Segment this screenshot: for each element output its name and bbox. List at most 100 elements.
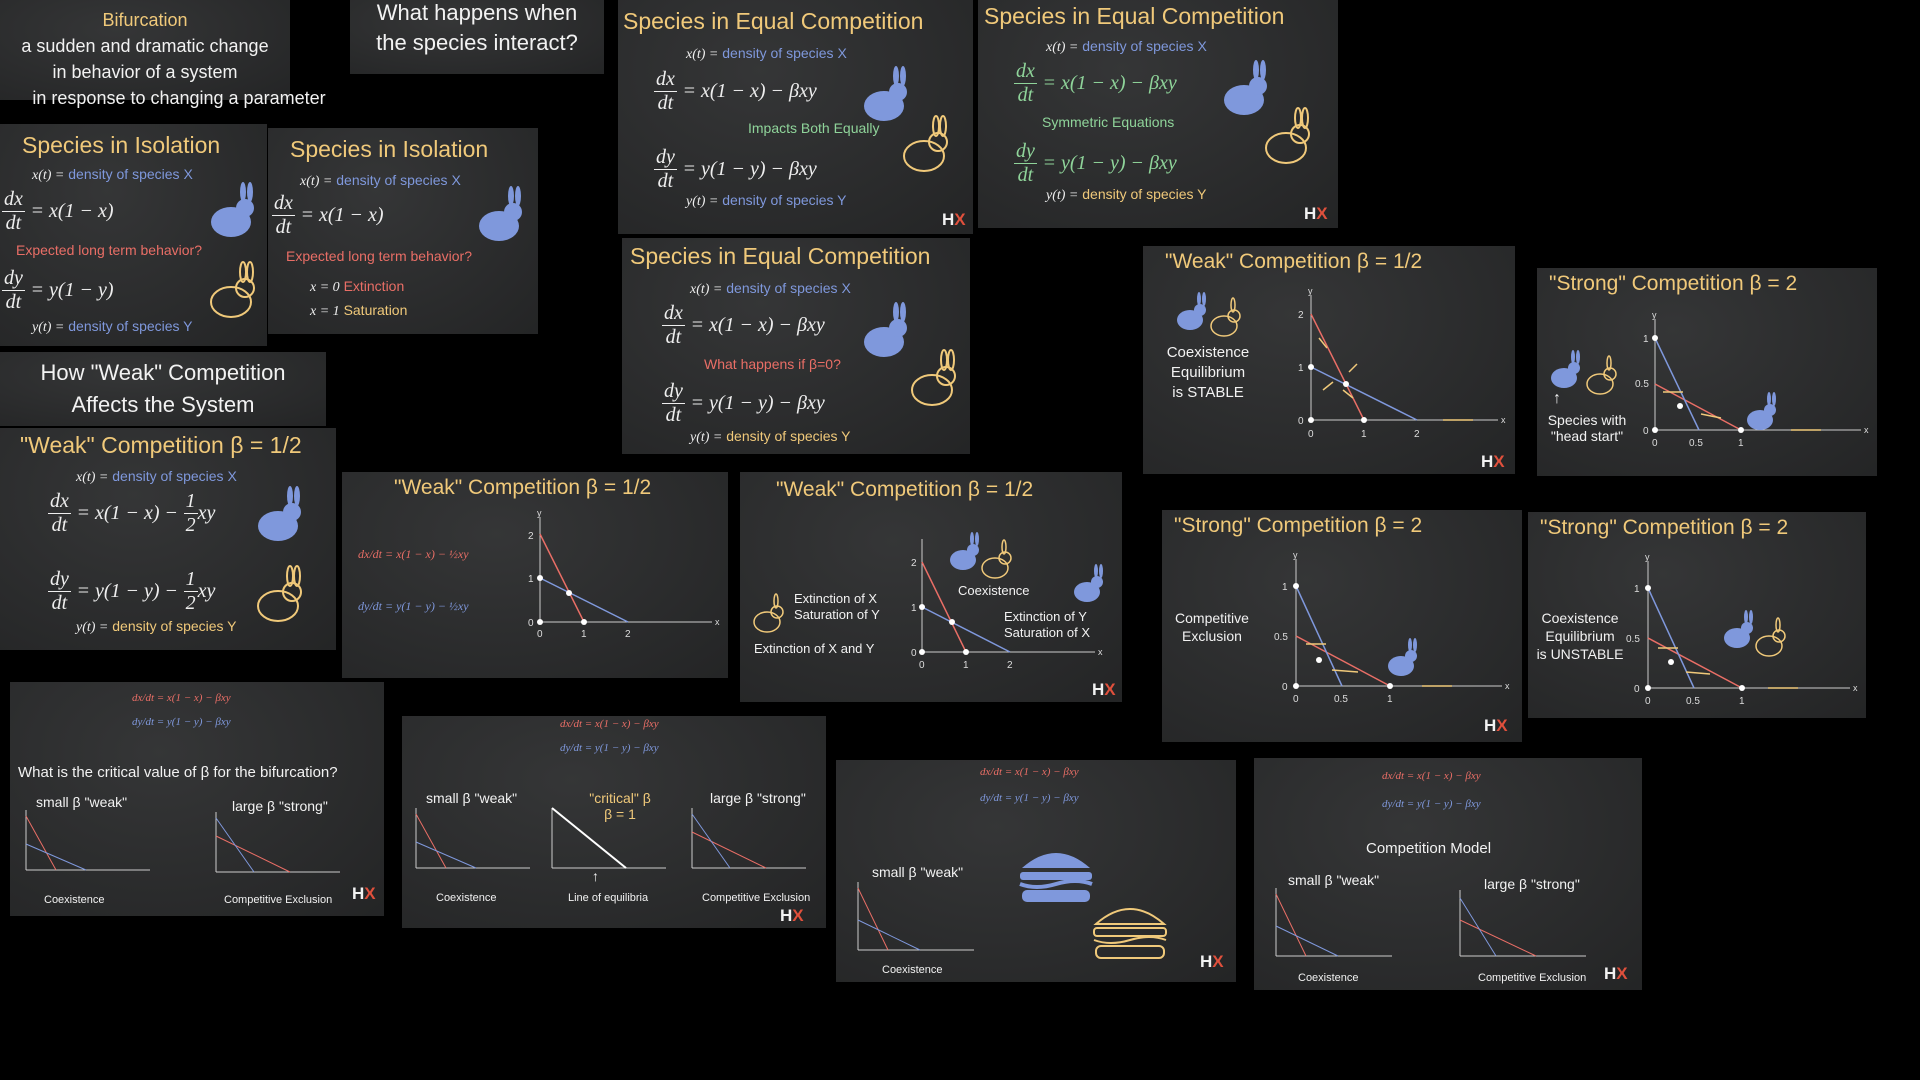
tick-label: 2 xyxy=(528,531,534,542)
hx-logo: HX xyxy=(1092,680,1116,699)
dx: dx xyxy=(2,188,25,212)
burger-yellow-icon xyxy=(1093,908,1167,959)
svg-text:2: 2 xyxy=(1298,310,1304,321)
density-y-prefix: y(t) = xyxy=(32,320,65,335)
stable-line: Equilibrium xyxy=(1170,364,1246,381)
definition-line: a sudden and dramatic change xyxy=(21,36,269,56)
region-label: Extinction of X and Y xyxy=(754,641,875,656)
equation-rhs: = y(1 − y) xyxy=(30,278,114,301)
stable-line: Coexistence xyxy=(1166,344,1250,361)
definition-line: in behavior of a system xyxy=(52,62,238,82)
mini-plot-strong xyxy=(691,808,806,869)
density-x-prefix: x(t) = xyxy=(300,174,333,189)
equation-x: dx dt = x(1 − x) − βxy xyxy=(654,68,817,115)
mini-plot-weak xyxy=(857,882,974,951)
dt: dt xyxy=(51,592,68,614)
yellow-rabbit-icon xyxy=(1755,617,1786,657)
slide-weak-stable: "Weak" Competition β = 1/2 Coexistence E… xyxy=(1143,246,1515,474)
heading-line: How "Weak" Competition xyxy=(40,360,286,385)
tick-label: 2 xyxy=(625,629,631,640)
phase-plot: 2 1 0 0 1 2 x xyxy=(911,539,1103,671)
yellow-rabbit-icon xyxy=(257,565,302,622)
equation-rhs: = x(1 − x) xyxy=(30,199,114,222)
headstart-line: Species with xyxy=(1547,412,1627,428)
slide-strong-unstable: "Strong" Competition β = 2 Coexistence E… xyxy=(1528,512,1866,718)
slide-isolation-2: Species in Isolation x(t) = density of s… xyxy=(268,128,538,334)
small-equation-y: dy/dt = y(1 − y) − βxy xyxy=(132,716,231,728)
small-equation-y: dy/dt = y(1 − y) − βxy xyxy=(1382,798,1481,810)
density-x-label: density of species X xyxy=(336,172,461,188)
x0: x = 0 xyxy=(310,280,340,295)
headstart-line: "head start" xyxy=(1550,428,1624,444)
svg-text:x: x xyxy=(1853,683,1858,693)
region-label: Saturation of Y xyxy=(794,607,880,622)
dt: dt xyxy=(657,92,674,114)
svg-text:1: 1 xyxy=(1738,438,1744,449)
dy: dy xyxy=(654,146,677,170)
density-y-label: density of species Y xyxy=(1082,186,1207,202)
dt: dt xyxy=(665,326,682,348)
slide-title: "Strong" Competition β = 2 xyxy=(1174,514,1423,537)
small-equation-y: dy/dt = y(1 − y) − βxy xyxy=(560,742,659,754)
impacts-label: Impacts Both Equally xyxy=(748,120,880,136)
slide-question: What happens when the species interact? xyxy=(350,0,604,74)
density-y: y(t) = density of species Y xyxy=(1046,186,1207,204)
density-y: y(t) = density of species Y xyxy=(690,428,851,446)
exclusion-label: Competitive Exclusion xyxy=(1478,972,1587,984)
density-x-label: density of species X xyxy=(112,468,237,484)
large-beta-label: large β "strong" xyxy=(232,798,328,814)
expected-question: Expected long term behavior? xyxy=(286,248,472,264)
density-y-label: density of species Y xyxy=(112,618,237,634)
svg-text:1: 1 xyxy=(911,603,917,614)
dx: dx xyxy=(654,68,677,92)
half-num: 1 xyxy=(183,490,198,514)
yellow-rabbit-icon xyxy=(210,261,255,318)
density-x-prefix: x(t) = xyxy=(686,47,719,62)
slide-strong-headstart: "Strong" Competition β = 2 ↑ Species wit… xyxy=(1537,268,1877,476)
hx-logo: HX xyxy=(780,906,804,925)
dx: dx xyxy=(48,490,71,514)
phase-plot: 2 1 0 0 1 2 y x xyxy=(1298,286,1506,440)
density-x: x(t) = density of species X xyxy=(1046,38,1207,56)
critical-beta-value: β = 1 xyxy=(604,806,636,822)
yellow-rabbit-icon xyxy=(1265,107,1310,164)
dt: dt xyxy=(665,404,682,426)
tick-label: 0 xyxy=(537,629,543,640)
density-y-label: density of species Y xyxy=(722,192,847,208)
small-equation-y: dy/dt = y(1 − y) − ½xy xyxy=(358,599,469,613)
svg-text:x: x xyxy=(1501,415,1506,425)
blue-rabbit-icon xyxy=(1224,60,1267,115)
region-label: Coexistence xyxy=(958,583,1030,598)
slide-weak-equations: "Weak" Competition β = 1/2 x(t) = densit… xyxy=(0,428,336,650)
hx-logo: HX xyxy=(352,884,376,903)
dx: dx xyxy=(1014,60,1037,84)
svg-text:0: 0 xyxy=(1634,684,1640,695)
exclusion-label: Competitive Exclusion xyxy=(702,892,811,904)
unstable-line: Equilibrium xyxy=(1545,628,1615,644)
beta-zero-question: What happens if β=0? xyxy=(704,356,841,372)
svg-text:0: 0 xyxy=(1282,682,1288,693)
xy: xy xyxy=(197,501,216,524)
yellow-rabbit-icon xyxy=(753,593,784,633)
mini-plot-strong xyxy=(215,812,340,873)
tick-label: 1 xyxy=(528,574,534,585)
slide-title: Species in Isolation xyxy=(290,136,489,162)
density-x: x(t) = density of species X xyxy=(690,280,851,298)
mini-plot-strong xyxy=(1459,890,1586,957)
equation-x: dx dt = x(1 − x) − βxy xyxy=(1014,60,1177,107)
svg-text:y: y xyxy=(1652,310,1657,320)
svg-text:0: 0 xyxy=(1293,694,1299,705)
svg-text:1: 1 xyxy=(1282,582,1288,593)
slide-title: Species in Equal Competition xyxy=(623,8,924,34)
density-x-label: density of species X xyxy=(722,45,847,61)
large-beta-label: large β "strong" xyxy=(1484,876,1580,892)
equation-y: dy dt = y(1 − y) − βxy xyxy=(662,380,825,427)
density-y-prefix: y(t) = xyxy=(76,620,109,635)
small-equation-x: dx/dt = x(1 − x) − βxy xyxy=(980,766,1079,778)
equation-rhs: = y(1 − y) − βxy xyxy=(690,391,825,414)
svg-text:y: y xyxy=(1645,552,1650,562)
blue-rabbit-icon xyxy=(1724,610,1753,648)
large-beta-label: large β "strong" xyxy=(710,790,806,806)
yellow-rabbit-icon xyxy=(1586,355,1617,395)
mini-plot-critical xyxy=(551,807,666,869)
